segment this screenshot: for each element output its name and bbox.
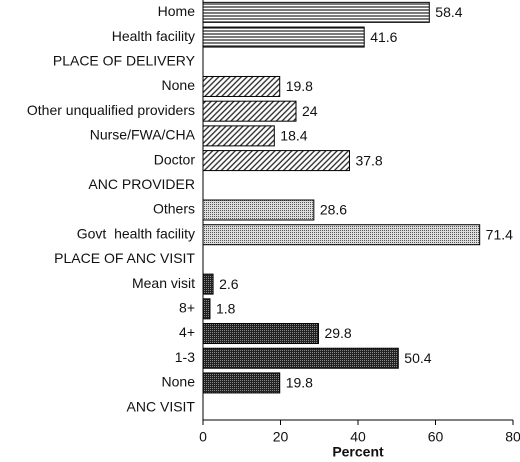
x-axis-title: Percent bbox=[332, 444, 384, 460]
y-tick-label: 8+ bbox=[179, 300, 195, 316]
x-tick-label: 0 bbox=[199, 429, 207, 445]
bar bbox=[202, 298, 211, 320]
y-tick-label: Health facility bbox=[112, 28, 195, 44]
bar bbox=[202, 347, 399, 369]
bar bbox=[202, 150, 350, 172]
y-tick-label: Nurse/FWA/CHA bbox=[90, 127, 196, 143]
y-tick-label: Other unqualified providers bbox=[27, 102, 195, 118]
value-label: 71.4 bbox=[486, 226, 513, 242]
value-label: 19.8 bbox=[286, 78, 313, 94]
value-label: 28.6 bbox=[320, 202, 347, 218]
y-tick-label: Govt health facility bbox=[77, 225, 195, 241]
y-tick-label: Mean visit bbox=[132, 275, 195, 291]
y-tick-label: PLACE OF ANC VISIT bbox=[54, 250, 195, 266]
y-tick-label: 4+ bbox=[179, 324, 195, 340]
value-label: 18.4 bbox=[280, 128, 307, 144]
value-label: 50.4 bbox=[404, 350, 431, 366]
value-label: 24 bbox=[302, 103, 318, 119]
x-tick-label: 20 bbox=[273, 429, 289, 445]
bar bbox=[202, 323, 319, 345]
bar bbox=[202, 1, 430, 23]
x-tick-label: 60 bbox=[428, 429, 444, 445]
value-label: 37.8 bbox=[355, 152, 382, 168]
y-tick-label: Others bbox=[153, 201, 195, 217]
bar bbox=[202, 100, 297, 122]
bar bbox=[202, 199, 315, 221]
bar bbox=[202, 26, 365, 48]
value-label: 19.8 bbox=[286, 375, 313, 391]
bar bbox=[202, 75, 281, 97]
bar bbox=[202, 224, 481, 246]
bar bbox=[202, 273, 214, 295]
y-tick-label: None bbox=[162, 374, 196, 390]
bar bbox=[202, 125, 275, 147]
y-tick-label: None bbox=[162, 77, 196, 93]
value-label: 1.8 bbox=[216, 301, 236, 317]
value-label: 29.8 bbox=[324, 325, 351, 341]
value-label: 2.6 bbox=[219, 276, 239, 292]
x-tick-label: 80 bbox=[505, 429, 520, 445]
y-tick-label: PLACE OF DELIVERY bbox=[53, 52, 196, 68]
y-tick-label: 1-3 bbox=[175, 349, 195, 365]
y-tick-label: Home bbox=[158, 3, 196, 19]
value-label: 41.6 bbox=[370, 29, 397, 45]
y-tick-label: ANC PROVIDER bbox=[88, 176, 195, 192]
value-label: 58.4 bbox=[435, 4, 462, 20]
bar bbox=[202, 372, 281, 394]
x-tick-label: 40 bbox=[350, 429, 366, 445]
y-tick-label: Doctor bbox=[154, 151, 196, 167]
y-tick-label: ANC VISIT bbox=[127, 398, 196, 414]
